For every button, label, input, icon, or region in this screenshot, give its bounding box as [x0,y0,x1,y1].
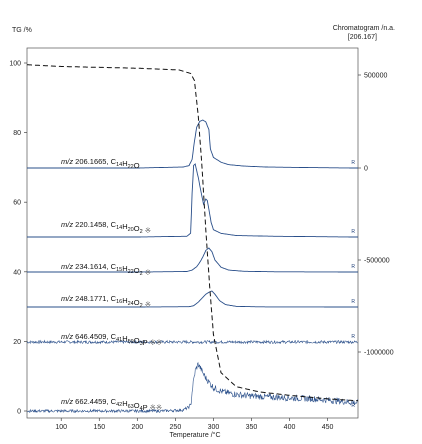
x-axis-ticks: 100 150 200 250 300 350 400 450 [55,418,334,431]
plot-frame [26,47,359,419]
trace-end-marker: R [351,160,355,166]
ms-trace-234.1614 [27,247,358,273]
left-tick-label: 40 [13,269,21,276]
x-tick-label: 200 [131,424,143,431]
ms-traces: R R R R R R [26,119,359,414]
trace-label-234.1614: m/z 234.1614, C15H22O2 ※ [61,262,151,277]
trace-label-248.1771: m/z 248.1771, C16H24O2 ※ [61,294,151,309]
trace-end-marker: R [351,403,355,409]
x-tick-label: 150 [93,424,105,431]
x-tick-label: 250 [170,424,182,431]
trace-end-marker: R [351,229,355,235]
ms-trace-220.1458 [27,163,358,238]
trace-label-220.1458: m/z 220.1458, C14H20O2 ※ [61,220,151,235]
ms-trace-206.1665 [27,119,358,169]
trace-label-206.1665: m/z 206.1665, C14H22O [61,157,140,170]
ms-trace-646.4509 [26,339,358,345]
left-axis-ticks: 0 20 40 60 80 100 [9,61,27,416]
left-tick-label: 60 [13,200,21,207]
right-axis-title: Chromatogram /n.a. [333,25,395,32]
x-tick-label: 450 [322,424,334,431]
right-axis-ticks: 500000 0 -500000 -1000000 [358,73,394,357]
trace-end-marker: R [351,264,355,270]
plot-border [26,47,359,419]
trace-labels: m/z 206.1665, C14H22O m/z 220.1458, C14H2… [61,157,162,412]
x-tick-label: 350 [246,424,258,431]
trace-end-marker: R [351,334,355,340]
x-tick-label: 100 [55,424,67,431]
x-tick-label: 300 [208,424,220,431]
right-tick-label: 500000 [364,73,387,80]
left-tick-label: 80 [13,130,21,137]
left-axis-title: TG /% [12,27,32,34]
x-axis-title: Temperature /°C [169,431,220,439]
right-axis-subtitle: [206.167] [348,34,377,41]
trace-end-marker: R [351,299,355,305]
left-tick-label: 0 [17,409,21,416]
right-tick-label: -1000000 [364,350,394,357]
ms-trace-662.4459 [26,361,359,414]
right-tick-label: -500000 [364,258,390,265]
right-tick-label: 0 [364,166,368,173]
ms-trace-248.1771 [27,290,358,308]
left-tick-label: 20 [13,339,21,346]
left-tick-label: 100 [9,61,21,68]
tg-curve [26,64,358,402]
trace-label-646.4509: m/z 646.4509, C41H59O3P ※※ [61,332,162,347]
tg-curve-group [26,64,358,402]
x-tick-label: 400 [284,424,296,431]
trace-label-662.4459: m/z 662.4459, C42H63O4P ※※ [61,397,162,412]
